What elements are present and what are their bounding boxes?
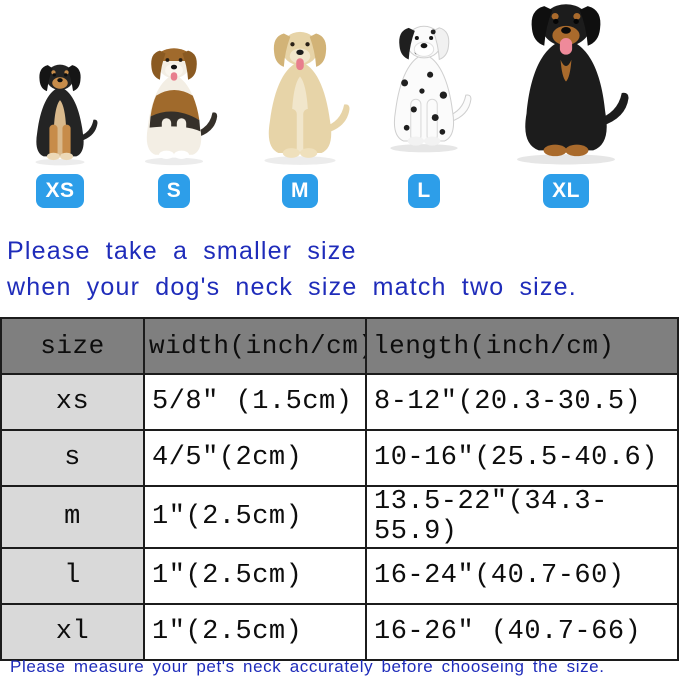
dog-xl-rottweiler-icon (517, 4, 629, 165)
width-cell: 4/5″(2cm) (143, 429, 367, 487)
length-cell: 16-24″(40.7-60) (365, 547, 679, 605)
size-advice-note: Please take a smaller size when your dog… (7, 233, 577, 305)
size-advice-line1: Please take a smaller size (7, 237, 357, 265)
width-cell: 1″(2.5cm) (143, 603, 367, 661)
table-row-l: l 1″(2.5cm) 16-24″(40.7-60) (0, 547, 679, 605)
length-cell: 8-12″(20.3-30.5) (365, 373, 679, 431)
dog-l-dalmatian-icon (390, 25, 472, 153)
length-cell: 13.5-22″(34.3-55.9) (365, 485, 679, 549)
width-cell: 1″(2.5cm) (143, 485, 367, 549)
dog-figure-s: S (126, 0, 222, 208)
size-table: size width(inch/cm) length(inch/cm) xs 5… (0, 317, 679, 661)
width-cell: 5/8″ (1.5cm) (143, 373, 367, 431)
dog-m-golden-retriever-icon (264, 31, 350, 165)
size-cell: s (0, 429, 145, 487)
dog-figure-m: M (248, 0, 352, 208)
table-row-xl: xl 1″(2.5cm) 16-26″ (40.7-66) (0, 603, 679, 661)
dog-figure-xs: XS (14, 0, 106, 208)
size-cell: xl (0, 603, 145, 661)
size-advice-line2: when your dog's neck size match two size… (7, 273, 577, 301)
dog-figure-l: L (370, 0, 478, 208)
dog-figure-xl: XL (492, 0, 640, 208)
size-badge-m: M (282, 174, 318, 208)
length-cell: 16-26″ (40.7-66) (365, 603, 679, 661)
table-row-s: s 4/5″(2cm) 10-16″(25.5-40.6) (0, 429, 679, 487)
size-cell: xs (0, 373, 145, 431)
table-row-m: m 1″(2.5cm) 13.5-22″(34.3-55.9) (0, 485, 679, 549)
length-cell: 10-16″(25.5-40.6) (365, 429, 679, 487)
header-width: width(inch/cm) (143, 317, 367, 375)
size-badge-s: S (157, 174, 191, 208)
size-badge-l: L (408, 174, 440, 208)
measure-note: Please measure your pet's neck accuratel… (10, 657, 605, 676)
dog-s-beagle-icon (144, 48, 218, 166)
size-cell: m (0, 485, 145, 549)
size-badge-xl: XL (543, 174, 589, 208)
header-length: length(inch/cm) (365, 317, 679, 375)
size-badge-xs: XS (36, 174, 84, 208)
size-cell: l (0, 547, 145, 605)
width-cell: 1″(2.5cm) (143, 547, 367, 605)
header-size: size (0, 317, 145, 375)
dog-xs-puppy-icon (35, 64, 98, 166)
table-row-xs: xs 5/8″ (1.5cm) 8-12″(20.3-30.5) (0, 373, 679, 431)
size-table-header-row: size width(inch/cm) length(inch/cm) (0, 317, 679, 375)
